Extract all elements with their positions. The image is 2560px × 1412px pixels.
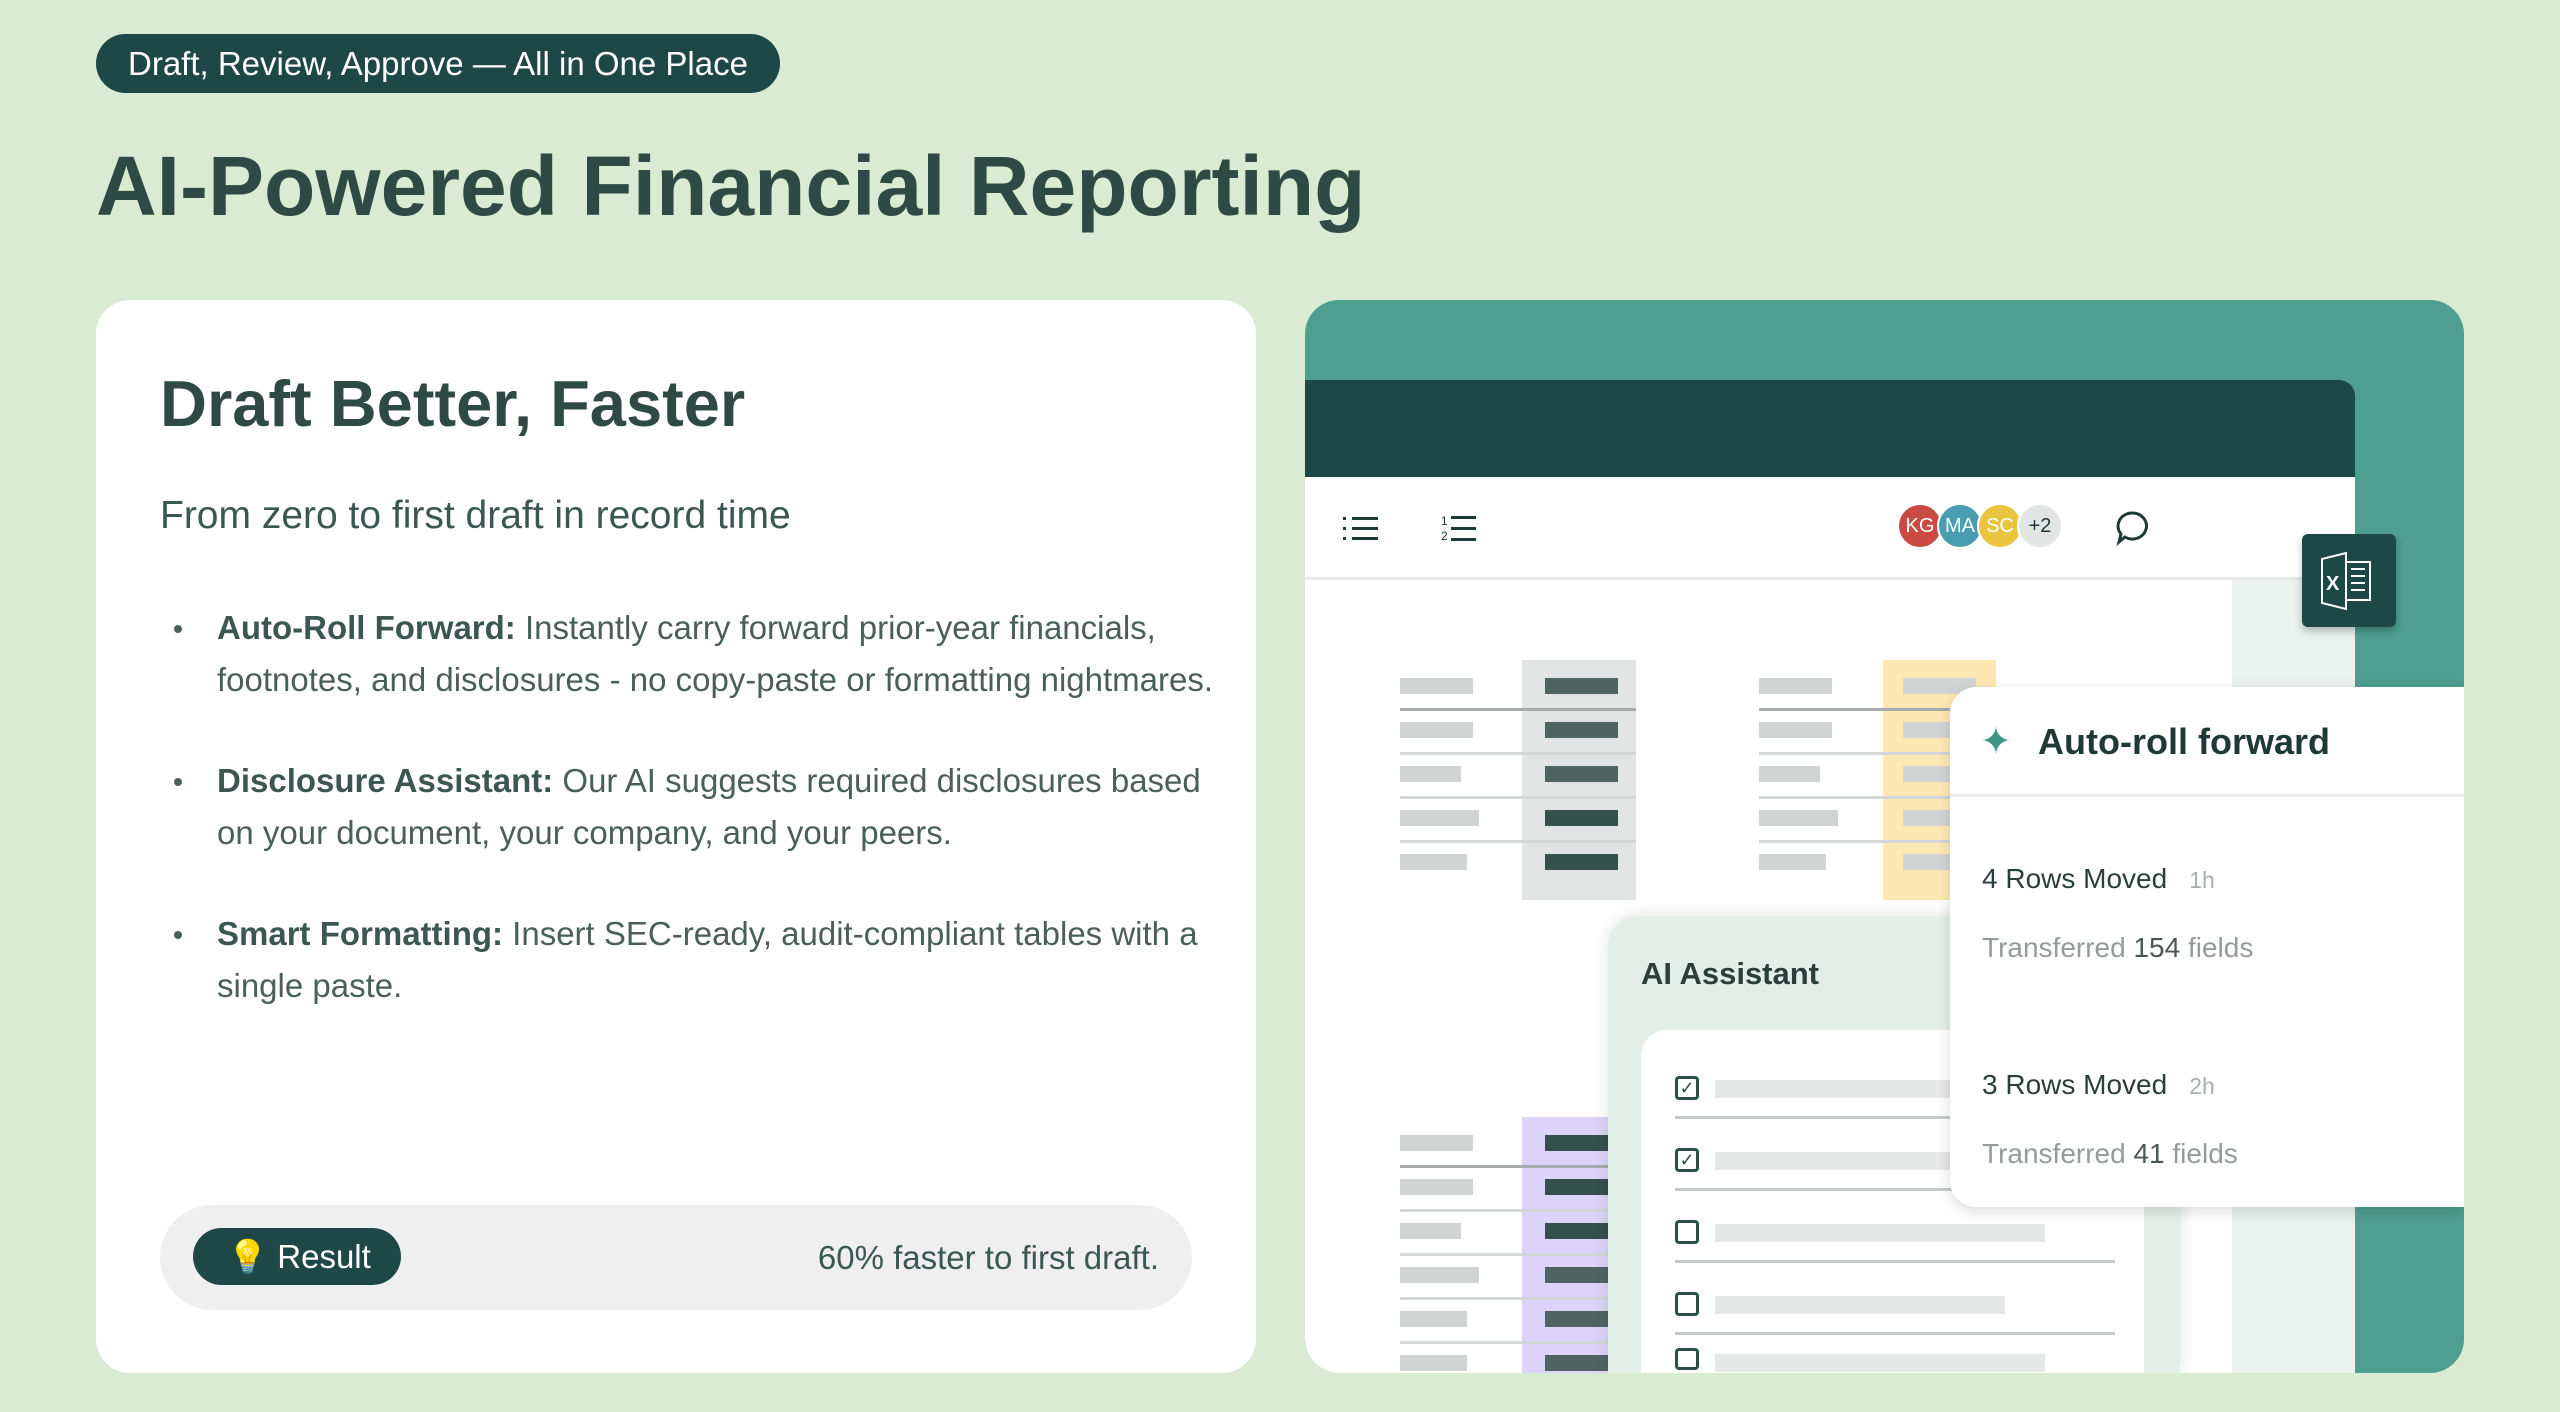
- placeholder-value: [1545, 1135, 1618, 1151]
- row-divider: [1400, 1165, 1620, 1168]
- placeholder-cell: [1759, 810, 1838, 826]
- row-divider: [1400, 840, 1636, 843]
- tagline-badge: Draft, Review, Approve — All in One Plac…: [96, 34, 780, 93]
- placeholder-cell: [1400, 766, 1461, 782]
- comment-icon[interactable]: [2115, 510, 2149, 546]
- feature-card: Draft Better, Faster From zero to first …: [96, 300, 1256, 1373]
- placeholder-cell: [1400, 1267, 1479, 1283]
- placeholder-line: [1715, 1224, 2045, 1242]
- more-avatars-badge[interactable]: +2: [2017, 503, 2063, 549]
- row-divider: [1400, 796, 1636, 799]
- placeholder-cell: [1400, 1355, 1467, 1371]
- checkbox-checked[interactable]: ✓: [1675, 1148, 1699, 1172]
- placeholder-cell: [1759, 854, 1826, 870]
- feature-label: Smart Formatting:: [217, 915, 504, 952]
- divider: [1675, 1332, 2115, 1335]
- row-divider: [1400, 708, 1636, 711]
- placeholder-cell: [1400, 1223, 1461, 1239]
- svg-text:1: 1: [1441, 514, 1448, 528]
- placeholder-cell: [1759, 678, 1832, 694]
- divider: [1675, 1116, 2115, 1119]
- card-subheading: From zero to first draft in record time: [160, 494, 791, 537]
- ai-assistant-title: AI Assistant: [1641, 956, 1820, 991]
- activity-detail: Transferred 41 fields: [1982, 1138, 2238, 1169]
- excel-export-button[interactable]: X: [2302, 534, 2396, 627]
- divider: [1675, 1188, 2115, 1191]
- placeholder-cell: [1400, 810, 1479, 826]
- activity-title: 4 Rows Moved 1h: [1982, 863, 2215, 894]
- lightbulb-icon: 💡: [227, 1238, 269, 1275]
- row-divider: [1759, 752, 1995, 755]
- placeholder-value: [1545, 1223, 1618, 1239]
- highlight-column: [1522, 1117, 1622, 1373]
- placeholder-cell: [1400, 722, 1473, 738]
- row-divider: [1400, 752, 1636, 755]
- feature-text: Our AI suggests required disclosures bas…: [217, 762, 1201, 851]
- placeholder-value: [1545, 1179, 1618, 1195]
- checkbox[interactable]: [1675, 1292, 1699, 1316]
- placeholder-value: [1545, 766, 1618, 782]
- sparkle-icon: ✦: [1980, 721, 2012, 763]
- placeholder-value: [1545, 1355, 1618, 1371]
- activity-time: 1h: [2189, 867, 2215, 893]
- placeholder-value: [1545, 678, 1618, 694]
- activity-time: 2h: [2189, 1073, 2215, 1099]
- placeholder-value: [1545, 722, 1618, 738]
- checkbox[interactable]: [1675, 1348, 1699, 1370]
- placeholder-value: [1545, 1267, 1618, 1283]
- app-header-bar: [1305, 380, 2355, 477]
- avatar[interactable]: MA: [1937, 503, 1983, 549]
- feature-text: Insert SEC-ready, audit-compliant tables…: [217, 915, 1198, 1004]
- placeholder-value: [1545, 810, 1618, 826]
- divider: [1675, 1260, 2115, 1263]
- feature-label: Disclosure Assistant:: [217, 762, 554, 799]
- row-divider: [1759, 840, 1995, 843]
- row-divider: [1400, 1209, 1620, 1212]
- feature-text: Instantly carry forward prior-year finan…: [217, 609, 1214, 698]
- placeholder-line: [1715, 1296, 2005, 1314]
- divider: [1950, 794, 2464, 797]
- result-label: Result: [277, 1238, 371, 1275]
- result-bar: 💡 Result 60% faster to first draft.: [160, 1205, 1192, 1310]
- bullet-list-icon[interactable]: [1343, 515, 1379, 543]
- placeholder-cell: [1759, 722, 1832, 738]
- svg-text:X: X: [2326, 573, 2340, 595]
- placeholder-value: [1545, 1311, 1618, 1327]
- placeholder-cell: [1400, 1179, 1473, 1195]
- feature-item: Disclosure Assistant: Our AI suggests re…: [160, 755, 1220, 858]
- svg-text:2: 2: [1441, 529, 1448, 543]
- placeholder-cell: [1400, 678, 1473, 694]
- placeholder-cell: [1400, 854, 1467, 870]
- card-heading: Draft Better, Faster: [160, 367, 746, 440]
- row-divider: [1400, 1297, 1620, 1300]
- checkbox-checked[interactable]: ✓: [1675, 1076, 1699, 1100]
- feature-list: Auto-Roll Forward: Instantly carry forwa…: [160, 602, 1220, 1061]
- placeholder-line: [1715, 1354, 2045, 1372]
- result-text: 60% faster to first draft.: [817, 1239, 1159, 1276]
- placeholder-cell: [1400, 1311, 1467, 1327]
- activity-title: 3 Rows Moved 2h: [1982, 1069, 2215, 1100]
- numbered-list-icon[interactable]: 12: [1441, 513, 1477, 545]
- page-title: AI-Powered Financial Reporting: [96, 139, 1366, 233]
- result-badge: 💡 Result: [193, 1228, 401, 1285]
- placeholder-cell: [1400, 1135, 1473, 1151]
- excel-icon: X: [2321, 551, 2371, 611]
- feature-item: Smart Formatting: Insert SEC-ready, audi…: [160, 908, 1220, 1011]
- placeholder-cell: [1759, 766, 1820, 782]
- row-divider: [1759, 796, 1995, 799]
- auto-roll-card: ✦ Auto-roll forward 4 Rows Moved 1h Trans…: [1950, 687, 2464, 1207]
- activity-detail: Transferred 154 fields: [1982, 932, 2254, 963]
- feature-label: Auto-Roll Forward:: [217, 609, 516, 646]
- row-divider: [1400, 1341, 1620, 1344]
- placeholder-value: [1545, 854, 1618, 870]
- row-divider: [1400, 1253, 1620, 1256]
- checkbox[interactable]: [1675, 1220, 1699, 1244]
- row-divider: [1759, 708, 1995, 711]
- auto-roll-title: Auto-roll forward: [2038, 721, 2330, 762]
- placeholder-value: [1903, 678, 1976, 694]
- feature-item: Auto-Roll Forward: Instantly carry forwa…: [160, 602, 1220, 705]
